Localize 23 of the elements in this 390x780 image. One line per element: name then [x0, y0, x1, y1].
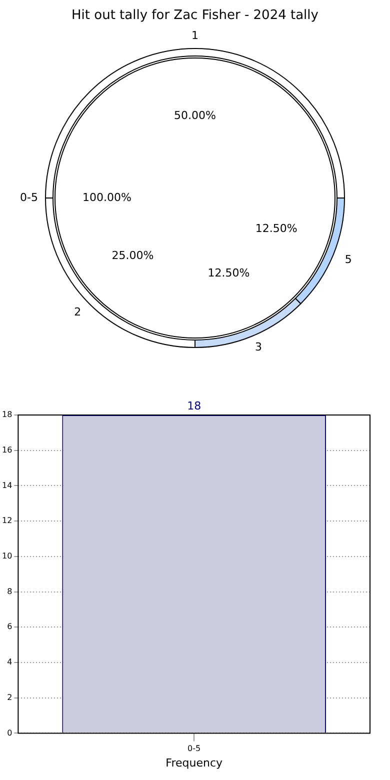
chart-title: Hit out tally for Zac Fisher - 2024 tally	[70, 8, 320, 23]
x-axis-title: Frequency	[166, 756, 223, 770]
slice-label: 5	[344, 252, 352, 266]
y-tick-label: 18	[2, 410, 12, 420]
slice-label: 0-5	[20, 190, 38, 204]
y-tick-label: 10	[2, 552, 12, 560]
data-label: 18	[187, 399, 202, 412]
slice-label: 3	[255, 340, 262, 354]
slice-label: 1	[192, 28, 198, 42]
data-label: 25.00%	[112, 248, 154, 262]
y-tick-label: 4	[7, 658, 12, 667]
y-tick-label: 2	[7, 692, 12, 702]
y-tick-label: 0	[7, 728, 12, 738]
slice-label: 2	[74, 305, 82, 318]
data-label: 50.00%	[174, 108, 216, 122]
y-tick-label: 8	[7, 586, 12, 596]
y-tick-label: 16	[2, 445, 12, 454]
y-tick-label: 12	[2, 516, 12, 526]
data-label: 12.50%	[255, 222, 298, 236]
data-label: 12.50%	[208, 266, 250, 280]
y-tick-label: 14	[2, 480, 12, 490]
y-tick-label: 6	[7, 622, 12, 632]
data-label: 100.00%	[82, 190, 132, 204]
